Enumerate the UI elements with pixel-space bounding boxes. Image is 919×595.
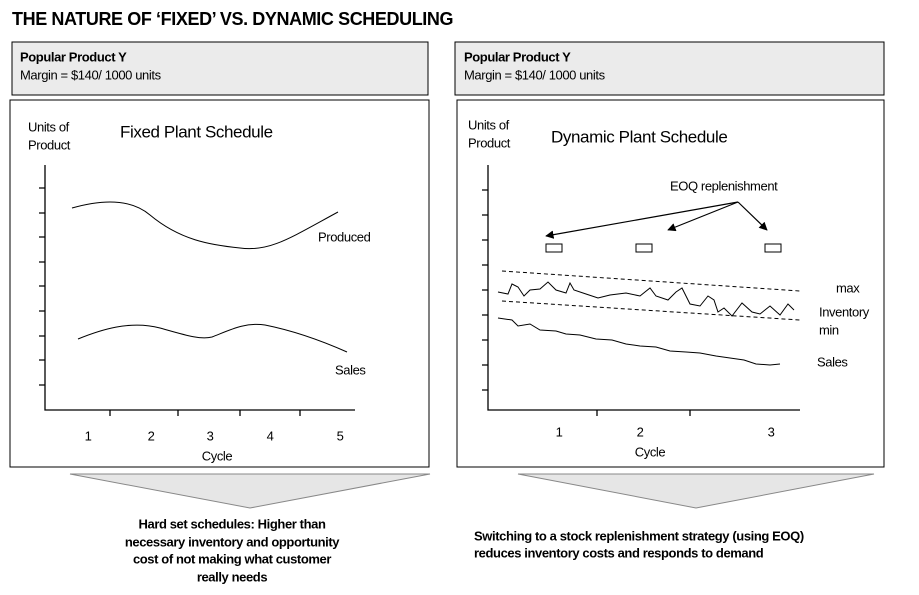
- chart-title: Fixed Plant Schedule: [120, 122, 273, 141]
- arrows: [545, 201, 768, 239]
- series-label: Inventory: [819, 304, 870, 319]
- panel: [9, 99, 430, 468]
- caption-line: cost of not making what customer: [133, 551, 331, 566]
- x-tick-label: 3: [768, 424, 775, 439]
- series-label: max: [836, 280, 860, 295]
- caption-line: necessary inventory and opportunity: [125, 534, 340, 549]
- x-label: Cycle: [635, 444, 666, 459]
- x-tick-label: 5: [337, 428, 344, 443]
- slide-title: THE NATURE OF ‘FIXED’ VS. DYNAMIC SCHEDU…: [12, 9, 453, 29]
- header-box: [11, 41, 429, 96]
- y-label: Units of: [28, 119, 70, 134]
- caption-line: really needs: [197, 569, 268, 584]
- chart-title: Dynamic Plant Schedule: [551, 127, 727, 146]
- margin: Margin = $140/ 1000 units: [20, 67, 162, 82]
- inventory-curve: [497, 281, 795, 317]
- product: Popular Product Y: [464, 49, 571, 64]
- x-tick-label: 4: [267, 428, 274, 443]
- x-label: Cycle: [202, 448, 233, 463]
- axes: [482, 165, 800, 416]
- caption-line: reduces inventory costs and responds to …: [474, 545, 764, 560]
- y-label: Product: [28, 137, 71, 152]
- series-label: Sales: [817, 354, 848, 369]
- produced-curve: [71, 201, 339, 250]
- annotation: EOQ replenishment: [670, 178, 778, 193]
- series-label: min: [819, 322, 839, 337]
- x-tick-label: 1: [85, 428, 92, 443]
- header-box: [454, 41, 885, 96]
- product: Popular Product Y: [20, 49, 127, 64]
- sales-curve: [77, 323, 348, 353]
- down-arrow: [517, 473, 875, 509]
- margin: Margin = $140/ 1000 units: [464, 67, 606, 82]
- x-tick-label: 2: [148, 428, 155, 443]
- sales-curve: [497, 317, 781, 366]
- y-label: Product: [468, 135, 511, 150]
- panel: [456, 99, 885, 468]
- x-tick-label: 2: [637, 424, 644, 439]
- caption-line: Hard set schedules: Higher than: [139, 516, 326, 531]
- x-tick-label: 1: [556, 424, 563, 439]
- down-arrow: [69, 473, 431, 509]
- caption-line: Switching to a stock replenishment strat…: [474, 528, 804, 543]
- series-label: Produced: [318, 229, 371, 244]
- x-tick-label: 3: [207, 428, 214, 443]
- y-label: Units of: [468, 117, 510, 132]
- limit-lines: [501, 270, 801, 321]
- series-label: Sales: [335, 362, 366, 377]
- axes: [39, 165, 355, 416]
- eoq-markers: [545, 243, 782, 253]
